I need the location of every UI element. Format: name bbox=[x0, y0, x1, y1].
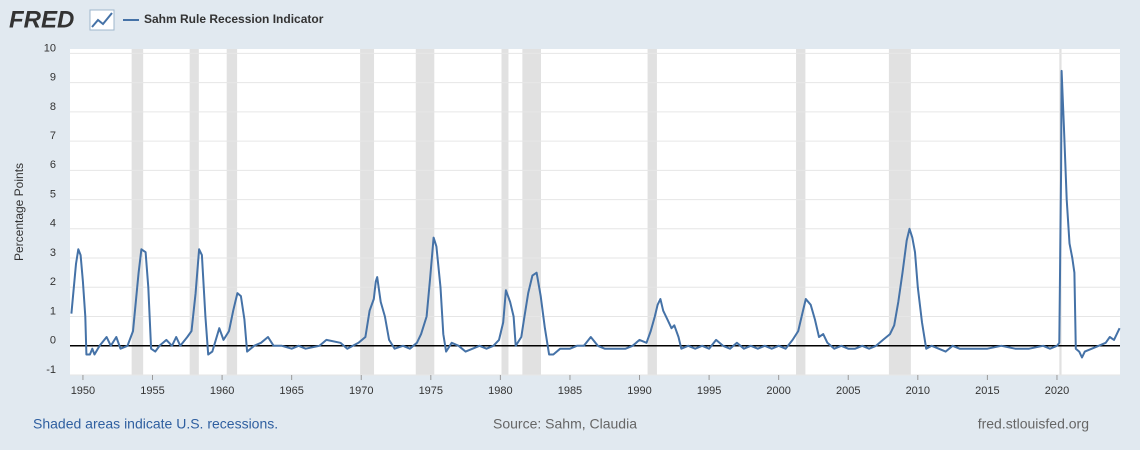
y-tick-label: 10 bbox=[44, 42, 56, 54]
x-tick-label: 1980 bbox=[488, 385, 512, 397]
x-tick-label: 1960 bbox=[210, 385, 234, 397]
logo[interactable]: FRED bbox=[9, 6, 74, 33]
recession-band bbox=[226, 49, 238, 375]
x-tick-label: 2015 bbox=[975, 385, 999, 397]
y-tick-label: 2 bbox=[50, 276, 56, 288]
source[interactable]: Source: Sahm, Claudia bbox=[493, 416, 637, 432]
recession-band bbox=[522, 49, 542, 375]
recession-band bbox=[131, 49, 144, 375]
recession-band bbox=[501, 49, 509, 375]
series-line bbox=[70, 69, 1121, 359]
recession-band bbox=[360, 49, 375, 375]
y-tick-label: 9 bbox=[50, 72, 56, 84]
legend-label[interactable]: Sahm Rule Recession Indicator bbox=[144, 12, 324, 26]
y-tick-label: 5 bbox=[50, 188, 56, 200]
y-tick-label: -1 bbox=[46, 364, 56, 376]
x-tick-label: 1990 bbox=[627, 385, 651, 397]
recession-band bbox=[796, 49, 806, 375]
x-tick-label: 2010 bbox=[906, 385, 930, 397]
recession-band bbox=[647, 49, 657, 375]
x-tick-label: 1970 bbox=[349, 385, 373, 397]
x-tick-label: 1965 bbox=[279, 385, 303, 397]
y-tick-label: 4 bbox=[50, 218, 56, 230]
x-tick-label: 2000 bbox=[766, 385, 790, 397]
y-tick-label: 3 bbox=[50, 247, 56, 259]
x-tick-label: 1995 bbox=[697, 385, 721, 397]
logo-icon bbox=[89, 9, 115, 31]
y-tick-label: 7 bbox=[50, 130, 56, 142]
x-tick-label: 2005 bbox=[836, 385, 860, 397]
y-tick-label: 8 bbox=[50, 101, 56, 113]
recession-note[interactable]: Shaded areas indicate U.S. recessions. bbox=[33, 416, 278, 432]
y-tick-label: 1 bbox=[50, 305, 56, 317]
y-tick-label: 6 bbox=[50, 159, 56, 171]
x-tick-label: 1975 bbox=[419, 385, 443, 397]
y-tick-label: 0 bbox=[50, 335, 56, 347]
recession-band bbox=[189, 49, 199, 375]
y-axis-label: Percentage Points bbox=[12, 163, 26, 261]
x-tick-label: 1950 bbox=[71, 385, 95, 397]
recession-band bbox=[888, 49, 911, 375]
site-url[interactable]: fred.stlouisfed.org bbox=[978, 416, 1089, 432]
recession-band bbox=[415, 49, 435, 375]
x-tick-label: 1955 bbox=[140, 385, 164, 397]
x-tick-label: 1985 bbox=[558, 385, 582, 397]
x-tick-label: 2020 bbox=[1045, 385, 1069, 397]
